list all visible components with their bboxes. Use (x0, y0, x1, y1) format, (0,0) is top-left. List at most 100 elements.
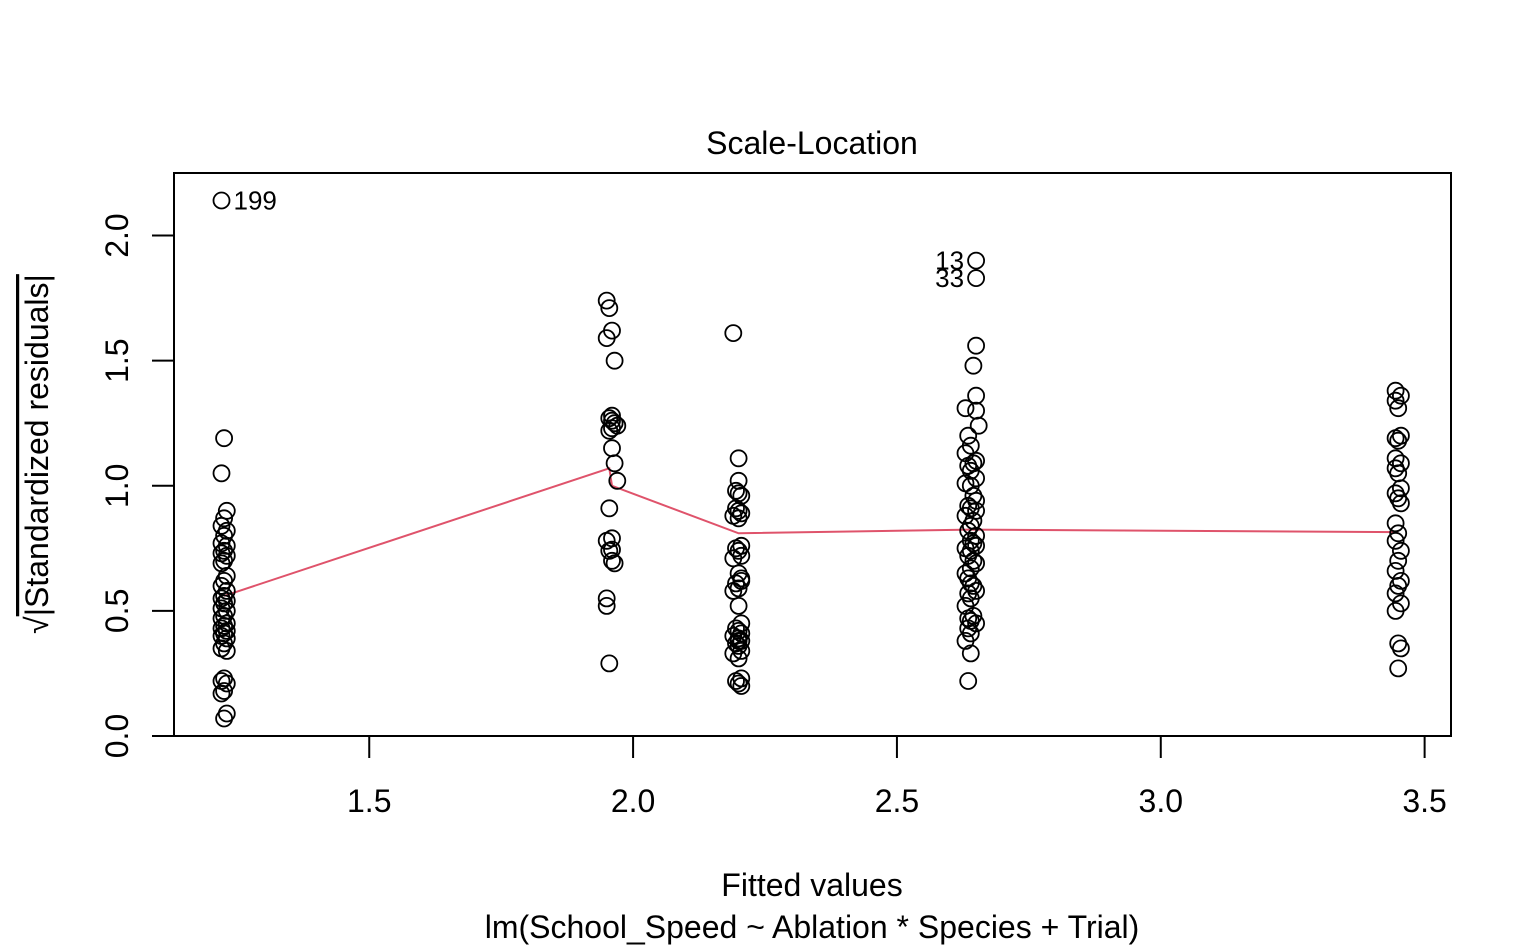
data-point (217, 614, 236, 633)
data-point (729, 509, 748, 528)
data-point (727, 619, 745, 638)
data-point (732, 546, 751, 565)
data-point (605, 454, 624, 473)
data-point (603, 411, 621, 430)
data-point (729, 449, 748, 468)
data-point (600, 421, 619, 440)
data-point (1386, 381, 1405, 400)
x-tick-label: 2.0 (611, 783, 655, 819)
data-point (729, 622, 748, 640)
y-tick-label: 1.5 (99, 338, 135, 382)
data-point (215, 429, 234, 448)
data-point (961, 644, 980, 663)
data-point (212, 516, 231, 535)
data-point (605, 554, 624, 573)
data-point (967, 336, 985, 355)
y-axis-label-group: √|Standardized residuals| (19, 274, 55, 634)
data-point (729, 501, 748, 520)
data-point (729, 632, 748, 650)
data-point (1386, 391, 1405, 410)
y-axis-label: √|Standardized residuals| (19, 274, 55, 634)
data-point (217, 674, 236, 693)
data-point (964, 356, 983, 375)
data-point (727, 481, 745, 500)
point-label: 33 (935, 263, 964, 293)
data-point (964, 551, 983, 570)
data-point (1389, 524, 1408, 543)
data-point (600, 299, 619, 318)
data-point (605, 351, 624, 370)
data-point (603, 540, 621, 559)
model-formula-subtitle: lm(School_Speed ~ Ablation * Species + T… (485, 909, 1140, 945)
data-point (727, 499, 745, 518)
data-point (729, 649, 748, 668)
data-point (212, 554, 231, 573)
data-point (732, 572, 751, 590)
data-point (956, 632, 975, 650)
data-point (969, 416, 988, 435)
data-point (1392, 386, 1410, 405)
data-point (1392, 479, 1410, 498)
point-label: 199 (233, 186, 276, 216)
data-point (724, 324, 743, 343)
y-tick-label: 2.0 (99, 213, 135, 257)
y-tick-label: 0.5 (99, 589, 135, 633)
data-point (729, 597, 748, 615)
data-point (959, 426, 978, 445)
data-point (215, 509, 234, 528)
data-point (1386, 514, 1405, 533)
data-point (1392, 454, 1410, 473)
data-point (1392, 494, 1410, 513)
data-point (597, 597, 616, 615)
data-point (212, 191, 231, 210)
data-point (215, 709, 234, 728)
x-tick-label: 1.5 (347, 783, 391, 819)
data-point (961, 559, 980, 578)
data-point (1389, 551, 1408, 570)
data-point (732, 677, 751, 695)
y-axis: 0.0 0.5 1.0 1.5 2.0 (99, 213, 175, 758)
data-point (967, 554, 985, 573)
data-point (597, 329, 616, 348)
x-tick-label: 3.0 (1139, 783, 1183, 819)
data-point (217, 642, 236, 660)
smooth-trend-line (223, 466, 1399, 597)
x-axis-label: Fitted values (721, 867, 902, 903)
x-tick-label: 2.5 (875, 783, 919, 819)
data-point (215, 682, 234, 700)
y-tick-label: 1.0 (99, 464, 135, 508)
data-point (967, 251, 985, 270)
data-point (597, 291, 616, 310)
data-point (724, 644, 743, 663)
data-point (1389, 399, 1408, 418)
data-point (597, 531, 616, 550)
data-point (956, 399, 975, 418)
data-point (215, 526, 234, 545)
points-layer (212, 191, 1410, 728)
data-point (732, 642, 751, 660)
data-point (727, 672, 745, 690)
data-point (217, 622, 236, 640)
data-point (967, 269, 985, 288)
data-point (1389, 659, 1408, 678)
sqrt-sign: √ (19, 616, 55, 634)
data-point (212, 684, 231, 703)
data-point (600, 499, 619, 518)
data-point (959, 672, 978, 690)
data-point (1392, 541, 1410, 560)
data-point (597, 589, 616, 608)
data-point (608, 471, 627, 490)
data-point (1386, 584, 1405, 603)
data-point (603, 419, 621, 438)
data-point (1386, 602, 1405, 620)
data-point (1389, 431, 1408, 450)
smooth-line-layer (223, 466, 1399, 597)
data-point (1386, 531, 1405, 550)
point-label: 13 (935, 246, 964, 276)
x-axis: 1.5 2.0 2.5 3.0 3.5 (347, 735, 1447, 819)
y-axis-label-text: |Standardized residuals| (19, 274, 55, 616)
data-point (1386, 429, 1405, 448)
data-point (1392, 639, 1410, 658)
data-point (967, 386, 985, 405)
